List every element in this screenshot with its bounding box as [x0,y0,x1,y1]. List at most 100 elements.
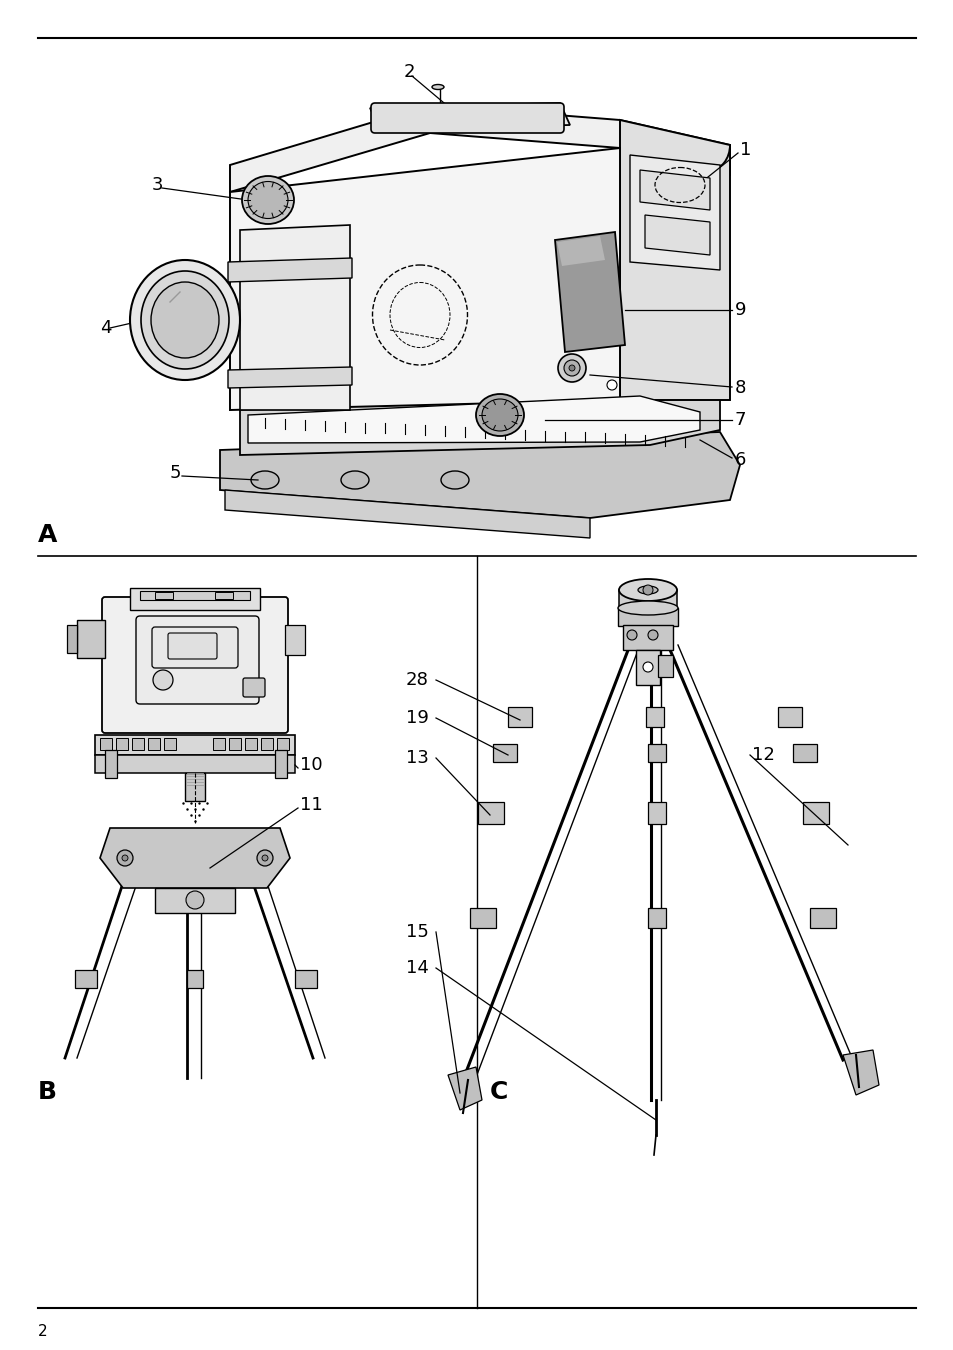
Polygon shape [370,103,569,130]
Circle shape [122,855,128,861]
Text: 6: 6 [734,451,745,468]
Polygon shape [225,490,589,539]
Text: 5: 5 [170,464,181,482]
Circle shape [642,662,652,672]
FancyBboxPatch shape [168,633,216,659]
Bar [105,751,117,778]
Circle shape [647,630,658,640]
Ellipse shape [340,471,369,489]
Bar [187,971,203,988]
Ellipse shape [151,282,219,358]
Text: 2: 2 [403,63,416,81]
Circle shape [558,354,585,382]
Ellipse shape [638,586,658,594]
Text: B: B [38,1080,57,1104]
Text: 7: 7 [734,410,745,429]
Polygon shape [448,1066,481,1110]
Text: 11: 11 [299,796,322,814]
Bar [645,707,663,728]
Bar [95,755,294,774]
Bar [132,738,144,751]
Bar [75,971,97,988]
Text: 28: 28 [406,671,429,689]
Polygon shape [240,225,350,410]
Ellipse shape [130,261,240,379]
Bar [493,744,517,761]
Circle shape [642,585,652,595]
Text: 1: 1 [740,140,751,159]
Polygon shape [228,258,352,282]
Bar [77,620,105,657]
Bar [67,625,77,653]
Polygon shape [220,432,740,518]
Bar [116,738,128,751]
Circle shape [563,360,579,377]
Bar [100,738,112,751]
Ellipse shape [251,471,278,489]
Bar [213,738,225,751]
Polygon shape [644,215,709,255]
Circle shape [626,630,637,640]
Bar [802,802,828,824]
Bar [245,738,256,751]
FancyBboxPatch shape [102,597,288,733]
Text: 12: 12 [751,747,774,764]
Ellipse shape [618,579,677,601]
Bar [477,802,503,824]
Polygon shape [557,236,604,266]
Circle shape [186,891,204,909]
Text: 8: 8 [734,379,745,397]
Ellipse shape [242,176,294,224]
Bar [148,738,160,751]
Polygon shape [619,120,729,400]
Bar [214,593,233,599]
Polygon shape [842,1050,878,1095]
Text: 15: 15 [406,923,429,941]
Bar [470,909,496,927]
Bar [507,707,532,728]
Text: 3: 3 [152,176,163,194]
Bar [294,971,316,988]
Text: C: C [490,1080,508,1104]
Bar [658,655,672,676]
Ellipse shape [141,271,229,369]
Bar [647,909,665,927]
Polygon shape [228,367,352,387]
Polygon shape [248,396,700,443]
Ellipse shape [476,394,523,436]
Polygon shape [100,828,290,888]
FancyBboxPatch shape [243,678,265,697]
Bar [276,738,289,751]
Ellipse shape [618,601,678,616]
Ellipse shape [440,471,469,489]
Bar [154,888,234,913]
Bar [647,802,665,824]
Bar [778,707,801,728]
FancyBboxPatch shape [136,616,258,703]
Circle shape [568,364,575,371]
Text: A: A [38,522,57,547]
Ellipse shape [248,181,288,219]
Bar [809,909,835,927]
FancyBboxPatch shape [152,626,237,668]
Bar [261,738,273,751]
Text: 10: 10 [299,756,322,774]
Polygon shape [230,105,729,192]
Text: 9: 9 [734,301,745,319]
Circle shape [152,670,172,690]
Bar [647,744,665,761]
Circle shape [606,379,617,390]
Bar [154,593,172,599]
Bar [618,590,677,610]
Ellipse shape [481,400,517,431]
Text: 4: 4 [100,319,112,338]
Circle shape [117,850,132,865]
Circle shape [262,855,268,861]
Bar [636,649,659,684]
Bar [622,625,672,649]
Polygon shape [555,232,624,352]
Polygon shape [230,148,619,410]
Bar [792,744,816,761]
Ellipse shape [432,85,443,89]
Polygon shape [639,170,709,211]
